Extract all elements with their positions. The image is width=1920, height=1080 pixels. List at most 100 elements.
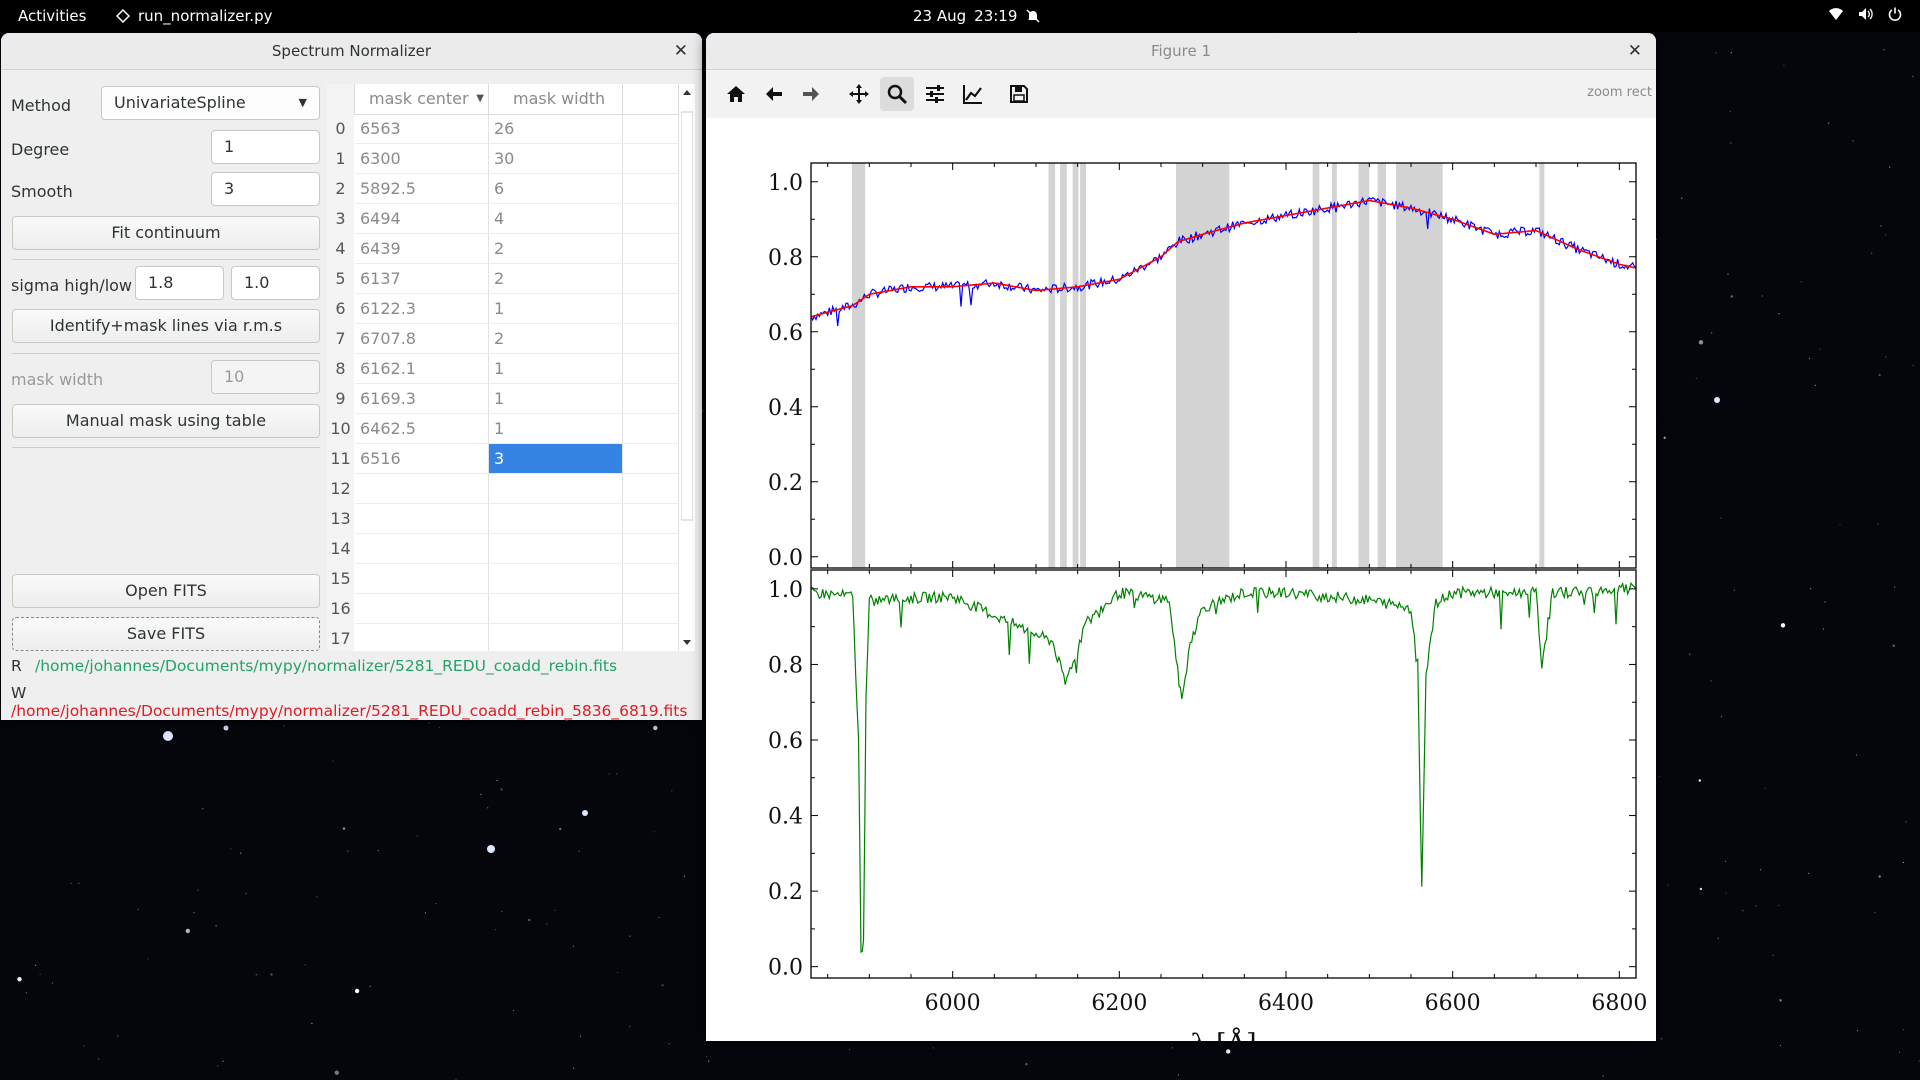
table-row[interactable]: 16 <box>327 594 679 624</box>
mask-center-cell[interactable] <box>355 504 489 534</box>
save-fits-button[interactable]: Save FITS <box>12 617 320 651</box>
table-row[interactable]: 2 5892.5 6 <box>327 174 679 204</box>
table-row[interactable]: 17 <box>327 624 679 651</box>
mask-width-cell[interactable]: 6 <box>489 174 623 204</box>
identify-mask-lines-button[interactable]: Identify+mask lines via r.m.s <box>12 309 320 343</box>
table-row[interactable]: 12 <box>327 474 679 504</box>
mask-center-cell[interactable] <box>355 534 489 564</box>
mask-center-cell[interactable]: 6439 <box>355 234 489 264</box>
mask-table[interactable]: mask center ▼ mask width 0 6563 26 1 6300 30 2… <box>327 84 695 651</box>
table-row[interactable]: 1 6300 30 <box>327 144 679 174</box>
mask-center-cell[interactable] <box>355 624 489 651</box>
mask-center-cell[interactable]: 6300 <box>355 144 489 174</box>
table-row[interactable]: 5 6137 2 <box>327 264 679 294</box>
mask-width-cell[interactable]: 30 <box>489 144 623 174</box>
figure-canvas[interactable]: 0.0 0.2 0.4 0.6 0.8 1.0 0.0 0.2 0.4 0.6 0.8 1.0 6000… <box>706 118 1656 1041</box>
mask-center-cell[interactable] <box>355 594 489 624</box>
row-index: 11 <box>327 444 354 474</box>
back-button[interactable] <box>757 77 791 111</box>
star <box>1177 1074 1180 1076</box>
system-tray[interactable] <box>1828 7 1902 21</box>
mask-width-cell[interactable]: 2 <box>489 264 623 294</box>
table-row[interactable]: 6 6122.3 1 <box>327 294 679 324</box>
mask-center-cell[interactable]: 6707.8 <box>355 324 489 354</box>
mask-width-cell[interactable]: 1 <box>489 294 623 324</box>
mask-width-cell[interactable]: 2 <box>489 324 623 354</box>
home-button[interactable] <box>719 77 753 111</box>
degree-input[interactable]: 1 <box>211 130 320 164</box>
mask-width-cell[interactable]: 1 <box>489 354 623 384</box>
mask-center-cell[interactable]: 6516 <box>355 444 489 474</box>
table-row[interactable]: 3 6494 4 <box>327 204 679 234</box>
subplots-button[interactable] <box>918 77 952 111</box>
mask-center-cell[interactable]: 6122.3 <box>355 294 489 324</box>
smooth-input[interactable]: 3 <box>211 172 320 206</box>
table-row[interactable]: 4 6439 2 <box>327 234 679 264</box>
table-row[interactable]: 10 6462.5 1 <box>327 414 679 444</box>
column-header-mask-width[interactable]: mask width <box>489 84 623 114</box>
table-row[interactable]: 15 <box>327 564 679 594</box>
mask-width-cell[interactable] <box>489 534 623 564</box>
fit-continuum-button[interactable]: Fit continuum <box>12 216 320 250</box>
mask-width-cell[interactable] <box>489 504 623 534</box>
empty-cell <box>623 324 679 354</box>
mask-width-cell[interactable]: 2 <box>489 234 623 264</box>
table-row[interactable]: 7 6707.8 2 <box>327 324 679 354</box>
star <box>1710 680 1712 682</box>
sigma-high-input[interactable]: 1.8 <box>135 266 224 300</box>
activities-button[interactable]: Activities <box>18 7 87 25</box>
normalizer-titlebar[interactable]: Spectrum Normalizer ✕ <box>1 33 702 70</box>
mask-region <box>1176 163 1230 568</box>
mask-center-cell[interactable] <box>355 564 489 594</box>
chevron-down-icon: ▼ <box>298 96 307 109</box>
manual-mask-button[interactable]: Manual mask using table <box>12 404 320 438</box>
mask-width-cell[interactable]: 4 <box>489 204 623 234</box>
mask-center-cell[interactable] <box>355 474 489 504</box>
figure-titlebar[interactable]: Figure 1 ✕ <box>706 33 1656 70</box>
star <box>255 974 257 976</box>
mask-center-cell[interactable]: 6162.1 <box>355 354 489 384</box>
table-row[interactable]: 8 6162.1 1 <box>327 354 679 384</box>
method-select[interactable]: UnivariateSpline ▼ <box>101 86 320 120</box>
save-figure-button[interactable] <box>1002 77 1036 111</box>
mask-center-cell[interactable]: 5892.5 <box>355 174 489 204</box>
empty-cell <box>623 384 679 414</box>
mask-center-cell[interactable]: 6462.5 <box>355 414 489 444</box>
close-icon[interactable]: ✕ <box>673 41 688 61</box>
star <box>1720 517 1722 519</box>
table-scrollbar[interactable] <box>681 84 693 651</box>
mask-region <box>1080 163 1086 568</box>
open-fits-button[interactable]: Open FITS <box>12 574 320 608</box>
table-row[interactable]: 11 6516 3 <box>327 444 679 474</box>
column-header-mask-center[interactable]: mask center ▼ <box>355 84 489 114</box>
zoom-button[interactable] <box>880 77 914 111</box>
sigma-low-input[interactable]: 1.0 <box>231 266 320 300</box>
mask-width-cell[interactable] <box>489 564 623 594</box>
customize-button[interactable] <box>956 77 990 111</box>
mask-center-cell[interactable]: 6563 <box>355 114 489 144</box>
mask-width-cell[interactable]: 3 <box>489 444 623 474</box>
mask-width-cell[interactable] <box>489 594 623 624</box>
close-icon[interactable]: ✕ <box>1627 41 1642 61</box>
clock[interactable]: 23 Aug 23:19 <box>913 7 1041 25</box>
app-menu[interactable]: run_normalizer.py <box>116 7 272 25</box>
mask-width-cell[interactable] <box>489 474 623 504</box>
forward-button[interactable] <box>794 77 828 111</box>
mask-width-cell[interactable] <box>489 624 623 651</box>
table-row[interactable]: 9 6169.3 1 <box>327 384 679 414</box>
star <box>1730 142 1732 144</box>
mask-center-cell[interactable]: 6137 <box>355 264 489 294</box>
table-row[interactable]: 13 <box>327 504 679 534</box>
mask-width-cell[interactable]: 1 <box>489 414 623 444</box>
table-row[interactable]: 14 <box>327 534 679 564</box>
mask-width-cell[interactable]: 26 <box>489 114 623 144</box>
mask-center-cell[interactable]: 6169.3 <box>355 384 489 414</box>
table-row[interactable]: 0 6563 26 <box>327 114 679 144</box>
mask-region <box>1331 163 1337 568</box>
mask-center-cell[interactable]: 6494 <box>355 204 489 234</box>
pan-button[interactable] <box>842 77 876 111</box>
mask-width-input[interactable]: 10 <box>211 360 320 394</box>
star <box>1885 356 1887 358</box>
mask-width-cell[interactable]: 1 <box>489 384 623 414</box>
row-index: 7 <box>327 324 354 354</box>
